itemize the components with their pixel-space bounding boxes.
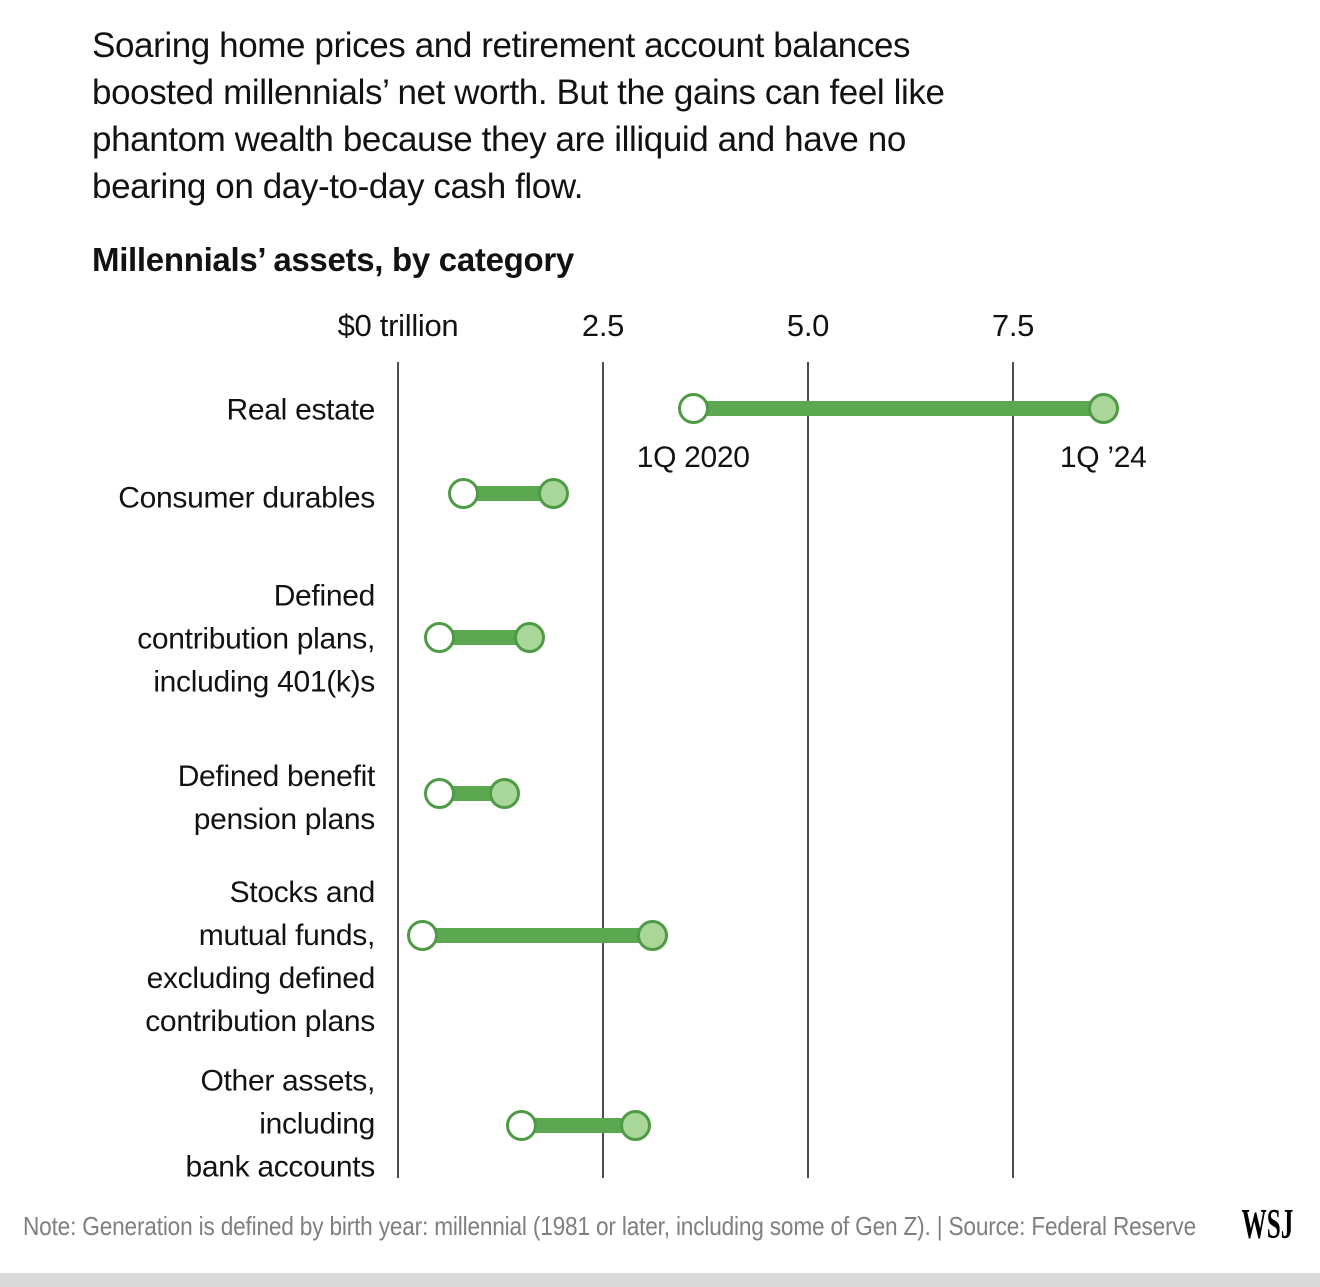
start-point-label: 1Q 2020 — [636, 441, 750, 474]
start-marker-1q2020 — [505, 1109, 537, 1141]
end-point-label: 1Q ’24 — [1059, 441, 1147, 474]
start-marker-1q2020 — [407, 919, 439, 951]
start-marker-1q2020 — [423, 777, 455, 809]
intro-line: Soaring home prices and retirement accou… — [92, 26, 911, 65]
bottom-divider — [0, 1273, 1320, 1287]
end-marker-1q24 — [1087, 392, 1119, 424]
end-marker-1q24 — [538, 477, 570, 509]
x-grid-line — [1012, 362, 1014, 1178]
end-marker-1q24 — [620, 1109, 652, 1141]
category-label: Stocks and mutual funds, excluding defin… — [145, 876, 375, 1038]
start-marker-1q2020 — [423, 621, 455, 653]
x-tick-label: $0 trillion — [337, 308, 459, 343]
x-grid-line — [807, 362, 809, 1178]
end-marker-1q24 — [636, 919, 668, 951]
category-label: Real estate — [226, 393, 376, 427]
x-tick-label: 5.0 — [786, 308, 830, 343]
start-marker-1q2020 — [677, 392, 709, 424]
dumbbell-bar — [439, 629, 530, 645]
dumbbell-bar — [463, 485, 554, 501]
chart-title: Millennials’ assets, by category — [92, 241, 574, 278]
start-marker-1q2020 — [448, 477, 480, 509]
intro-line: boosted millennials’ net worth. But the … — [92, 73, 945, 112]
intro-line: bearing on day-to-day cash flow. — [92, 167, 584, 206]
dumbbell-bar — [521, 1117, 636, 1133]
dumbbell-bar — [693, 400, 1104, 416]
category-label: Other assets, including bank accounts — [185, 1064, 375, 1184]
wsj-logo: WSJ — [1241, 1202, 1293, 1248]
intro-text: Soaring home prices and retirement accou… — [92, 22, 945, 210]
category-label: Defined benefit pension plans — [177, 760, 376, 836]
category-label: Defined contribution plans, including 40… — [137, 579, 375, 699]
assets-dumbbell-chart: $0 trillion 2.5 5.0 7.5 Real estate 1Q 2020 1Q… — [0, 300, 1320, 1195]
x-tick-label: 7.5 — [991, 308, 1035, 343]
x-tick-label: 2.5 — [581, 308, 625, 343]
x-grid-line — [602, 362, 604, 1178]
end-marker-1q24 — [513, 621, 545, 653]
source-note: Note: Generation is defined by birth yea… — [23, 1211, 1196, 1241]
category-label: Consumer durables — [118, 481, 375, 515]
dumbbell-bar — [422, 927, 653, 943]
x-grid-line — [397, 362, 399, 1178]
intro-line: phantom wealth because they are illiquid… — [92, 120, 906, 159]
dumbbell-bar — [439, 785, 505, 801]
end-marker-1q24 — [489, 777, 521, 809]
